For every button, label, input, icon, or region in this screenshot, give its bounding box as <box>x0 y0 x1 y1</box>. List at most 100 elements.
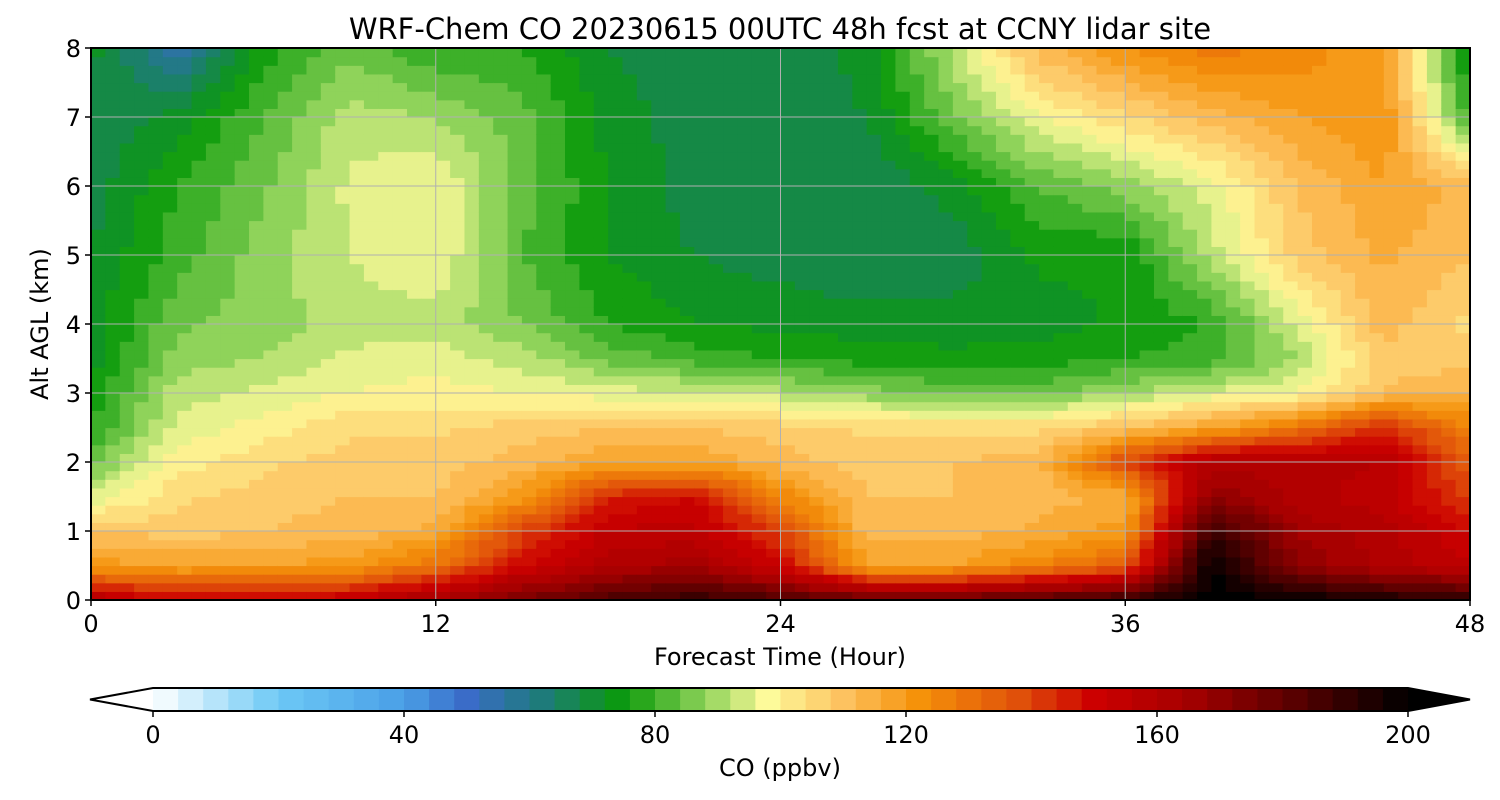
contour-cell <box>550 358 566 368</box>
contour-cell <box>909 298 925 308</box>
contour-cell <box>751 418 767 429</box>
contour-cell <box>1110 237 1126 247</box>
contour-cell <box>162 237 178 247</box>
contour-cell <box>780 229 796 239</box>
contour-cell <box>363 65 379 75</box>
contour-cell <box>737 582 753 592</box>
contour-cell <box>507 513 523 523</box>
contour-cell <box>91 531 106 541</box>
contour-cell <box>349 453 365 463</box>
contour-cell <box>967 91 983 101</box>
contour-cell <box>349 582 365 592</box>
contour-cell <box>205 496 221 506</box>
contour-cell <box>909 211 925 222</box>
contour-cell <box>593 255 609 265</box>
contour-cell <box>493 393 509 403</box>
contour-cell <box>493 513 509 523</box>
contour-cell <box>177 341 193 351</box>
contour-cell <box>1168 56 1184 66</box>
contour-cell <box>1082 237 1098 247</box>
contour-cell <box>780 565 796 575</box>
contour-cell <box>162 522 178 532</box>
contour-cell <box>550 462 566 472</box>
contour-cell <box>277 237 293 247</box>
contour-cell <box>909 539 925 549</box>
contour-cell <box>1168 358 1184 368</box>
contour-cell <box>292 574 308 584</box>
contour-cell <box>536 151 552 161</box>
contour-cell <box>177 65 193 75</box>
contour-cell <box>349 375 365 385</box>
contour-cell <box>450 280 466 291</box>
contour-cell <box>1096 298 1112 308</box>
contour-cell <box>622 73 638 84</box>
contour-cell <box>521 574 537 584</box>
contour-cell <box>1182 565 1198 575</box>
contour-cell <box>205 134 221 144</box>
contour-cell <box>177 99 193 109</box>
contour-cell <box>593 453 609 463</box>
contour-cell <box>277 393 293 403</box>
contour-cell <box>708 574 724 584</box>
contour-cell <box>608 237 624 247</box>
contour-cell <box>464 142 480 153</box>
contour-cell <box>349 548 365 558</box>
contour-cell <box>852 548 868 558</box>
contour-cell <box>306 56 322 66</box>
contour-cell <box>493 479 509 489</box>
contour-cell <box>737 142 753 153</box>
contour-cell <box>622 393 638 403</box>
contour-cell <box>679 556 695 567</box>
contour-cell <box>435 186 451 196</box>
contour-cell <box>407 280 422 291</box>
contour-cell <box>794 505 810 515</box>
contour-cell <box>220 306 236 316</box>
contour-cell <box>593 384 609 394</box>
contour-cell <box>1067 298 1083 308</box>
contour-cell <box>478 289 494 299</box>
contour-cell <box>234 91 250 101</box>
contour-cell <box>220 324 236 334</box>
contour-cell <box>665 341 681 351</box>
contour-cell <box>751 289 767 299</box>
contour-cell <box>1096 263 1112 273</box>
contour-cell <box>407 289 422 299</box>
contour-cell <box>608 289 624 299</box>
contour-cell <box>191 134 207 144</box>
contour-cell <box>220 315 236 325</box>
contour-cell <box>320 539 336 549</box>
contour-cell <box>1024 539 1040 549</box>
contour-cell <box>895 211 911 222</box>
contour-cell <box>306 194 322 204</box>
contour-cell <box>565 220 580 230</box>
contour-cell <box>277 73 293 84</box>
contour-cell <box>1024 211 1040 222</box>
contour-cell <box>306 556 322 567</box>
contour-cell <box>105 591 121 601</box>
contour-cell <box>1096 582 1112 592</box>
contour-cell <box>1125 513 1141 523</box>
contour-cell <box>766 479 782 489</box>
contour-cell <box>852 263 868 273</box>
contour-cell <box>148 194 164 204</box>
contour-cell <box>665 91 681 101</box>
contour-cell <box>263 358 279 368</box>
contour-cell <box>378 591 394 601</box>
contour-cell <box>536 591 552 601</box>
contour-cell <box>1139 91 1155 101</box>
contour-cell <box>924 151 940 161</box>
contour-cell <box>823 522 839 532</box>
contour-cell <box>234 539 250 549</box>
contour-cell <box>1197 367 1213 377</box>
contour-cell <box>521 531 537 541</box>
contour-cell <box>1139 470 1155 480</box>
contour-cell <box>306 393 322 403</box>
contour-cell <box>636 513 652 523</box>
contour-cell <box>191 255 207 265</box>
contour-cell <box>938 367 954 377</box>
contour-cell <box>881 462 897 472</box>
contour-cell <box>837 427 853 437</box>
contour-cell <box>866 160 882 170</box>
contour-cell <box>852 151 868 161</box>
contour-cell <box>1182 548 1198 558</box>
